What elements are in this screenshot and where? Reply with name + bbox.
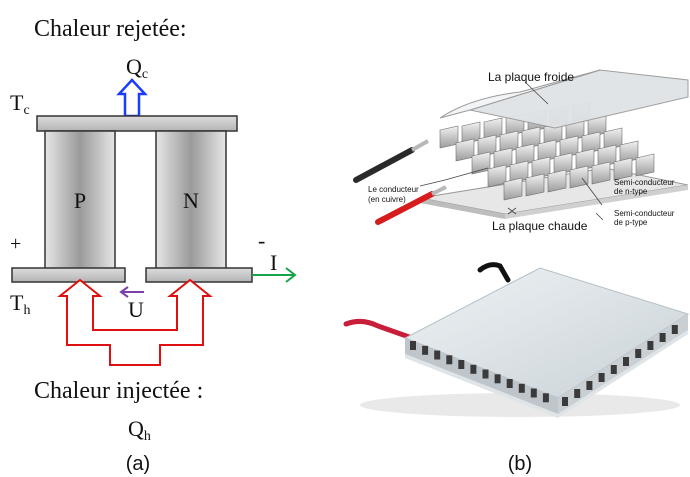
module-side-left bbox=[405, 338, 558, 414]
n-leg bbox=[155, 130, 227, 270]
conductor-label-line1: Le conducteur bbox=[368, 185, 419, 194]
module-edge-cell bbox=[446, 355, 453, 365]
conductor-label-line2: (en cuivre) bbox=[368, 195, 406, 204]
semiconductor-cell bbox=[503, 177, 523, 201]
semiconductor-cell bbox=[635, 153, 655, 177]
semiconductor-cell bbox=[471, 151, 491, 175]
module-edge-cell bbox=[410, 341, 416, 350]
cold-plate-label: La plaque froide bbox=[488, 70, 574, 84]
hot-plate-label: La plaque chaude bbox=[492, 219, 588, 233]
module-edge-cell bbox=[610, 365, 617, 374]
module-edge-cell bbox=[647, 341, 654, 350]
module-edge-cell bbox=[623, 357, 629, 366]
module-edge-cell bbox=[530, 388, 537, 398]
module-edge-cell bbox=[434, 350, 441, 360]
semiconductor-cells bbox=[439, 101, 655, 201]
module-edge-cell bbox=[671, 325, 678, 334]
semiconductor-cell bbox=[591, 161, 611, 185]
heat-in-arrow bbox=[57, 278, 213, 366]
current-label: I bbox=[270, 250, 277, 275]
module-edge-cell bbox=[422, 345, 429, 355]
heat-injected-label: Chaleur injectée : bbox=[34, 378, 203, 404]
module-edge-cell bbox=[586, 381, 593, 390]
semiconductor-cell bbox=[525, 173, 545, 197]
voltage-arrow bbox=[119, 286, 144, 298]
voltage-label: U bbox=[128, 297, 144, 322]
module-edge-cell bbox=[659, 333, 666, 342]
module-top-plate bbox=[403, 267, 690, 399]
label-leader-lines bbox=[419, 81, 604, 221]
module-edge-cell bbox=[542, 393, 549, 403]
n-type-label-line2: de n-type bbox=[614, 187, 648, 196]
panel-a-diagram: Chaleur rejetée: Qc Tc P N + - I Th bbox=[10, 16, 297, 475]
minus-terminal-label: - bbox=[258, 228, 265, 253]
module-edge-cell bbox=[482, 369, 489, 379]
panel-b-module-photo bbox=[343, 262, 690, 418]
semiconductor-cell bbox=[487, 164, 507, 188]
current-arrow bbox=[252, 267, 297, 283]
black-wire bbox=[353, 139, 429, 183]
top-plate bbox=[36, 115, 238, 132]
th-label: Th bbox=[10, 290, 30, 318]
semiconductor-cell bbox=[547, 169, 567, 193]
panel-b-schematic: La plaque froide Le conducteur (en cuivr… bbox=[353, 69, 689, 233]
plus-terminal-label: + bbox=[10, 233, 21, 255]
module-edge-cell bbox=[470, 364, 477, 374]
module-edge-cell bbox=[598, 373, 605, 382]
module-cell-row bbox=[410, 325, 678, 406]
semiconductor-cell bbox=[455, 138, 475, 162]
bottom-plate-left bbox=[11, 267, 126, 283]
module-edge-cell bbox=[506, 379, 513, 388]
caption-a: (a) bbox=[126, 453, 150, 475]
module-edge-cell bbox=[518, 383, 525, 393]
bottom-plate-right bbox=[145, 267, 253, 283]
heat-out-arrow bbox=[116, 78, 148, 118]
heat-rejected-label: Chaleur rejetée: bbox=[34, 16, 187, 42]
p-type-label-line2: de p-type bbox=[614, 218, 648, 227]
n-label: N bbox=[183, 188, 199, 213]
semiconductor-cell bbox=[613, 157, 633, 181]
p-type-label-line1: Semi-conducteur bbox=[614, 209, 675, 218]
module-red-wire bbox=[343, 318, 415, 341]
module-edge-cell bbox=[494, 374, 501, 384]
p-label: P bbox=[74, 188, 86, 213]
caption-b: (b) bbox=[508, 453, 532, 475]
module-edge-cell bbox=[574, 389, 581, 398]
semiconductor-cell bbox=[439, 125, 459, 149]
qh-label: Qh bbox=[128, 416, 151, 444]
n-type-label-line1: Semi-conducteur bbox=[614, 178, 675, 187]
qc-label: Qc bbox=[126, 54, 148, 82]
module-edge-cell bbox=[635, 349, 642, 358]
red-wire bbox=[375, 185, 447, 225]
module-black-wire bbox=[477, 262, 511, 283]
module-edge-cell bbox=[562, 397, 568, 406]
tc-label: Tc bbox=[10, 90, 30, 118]
semiconductor-cell bbox=[569, 165, 589, 189]
module-edge-cell bbox=[458, 360, 465, 369]
p-leg bbox=[44, 130, 116, 270]
